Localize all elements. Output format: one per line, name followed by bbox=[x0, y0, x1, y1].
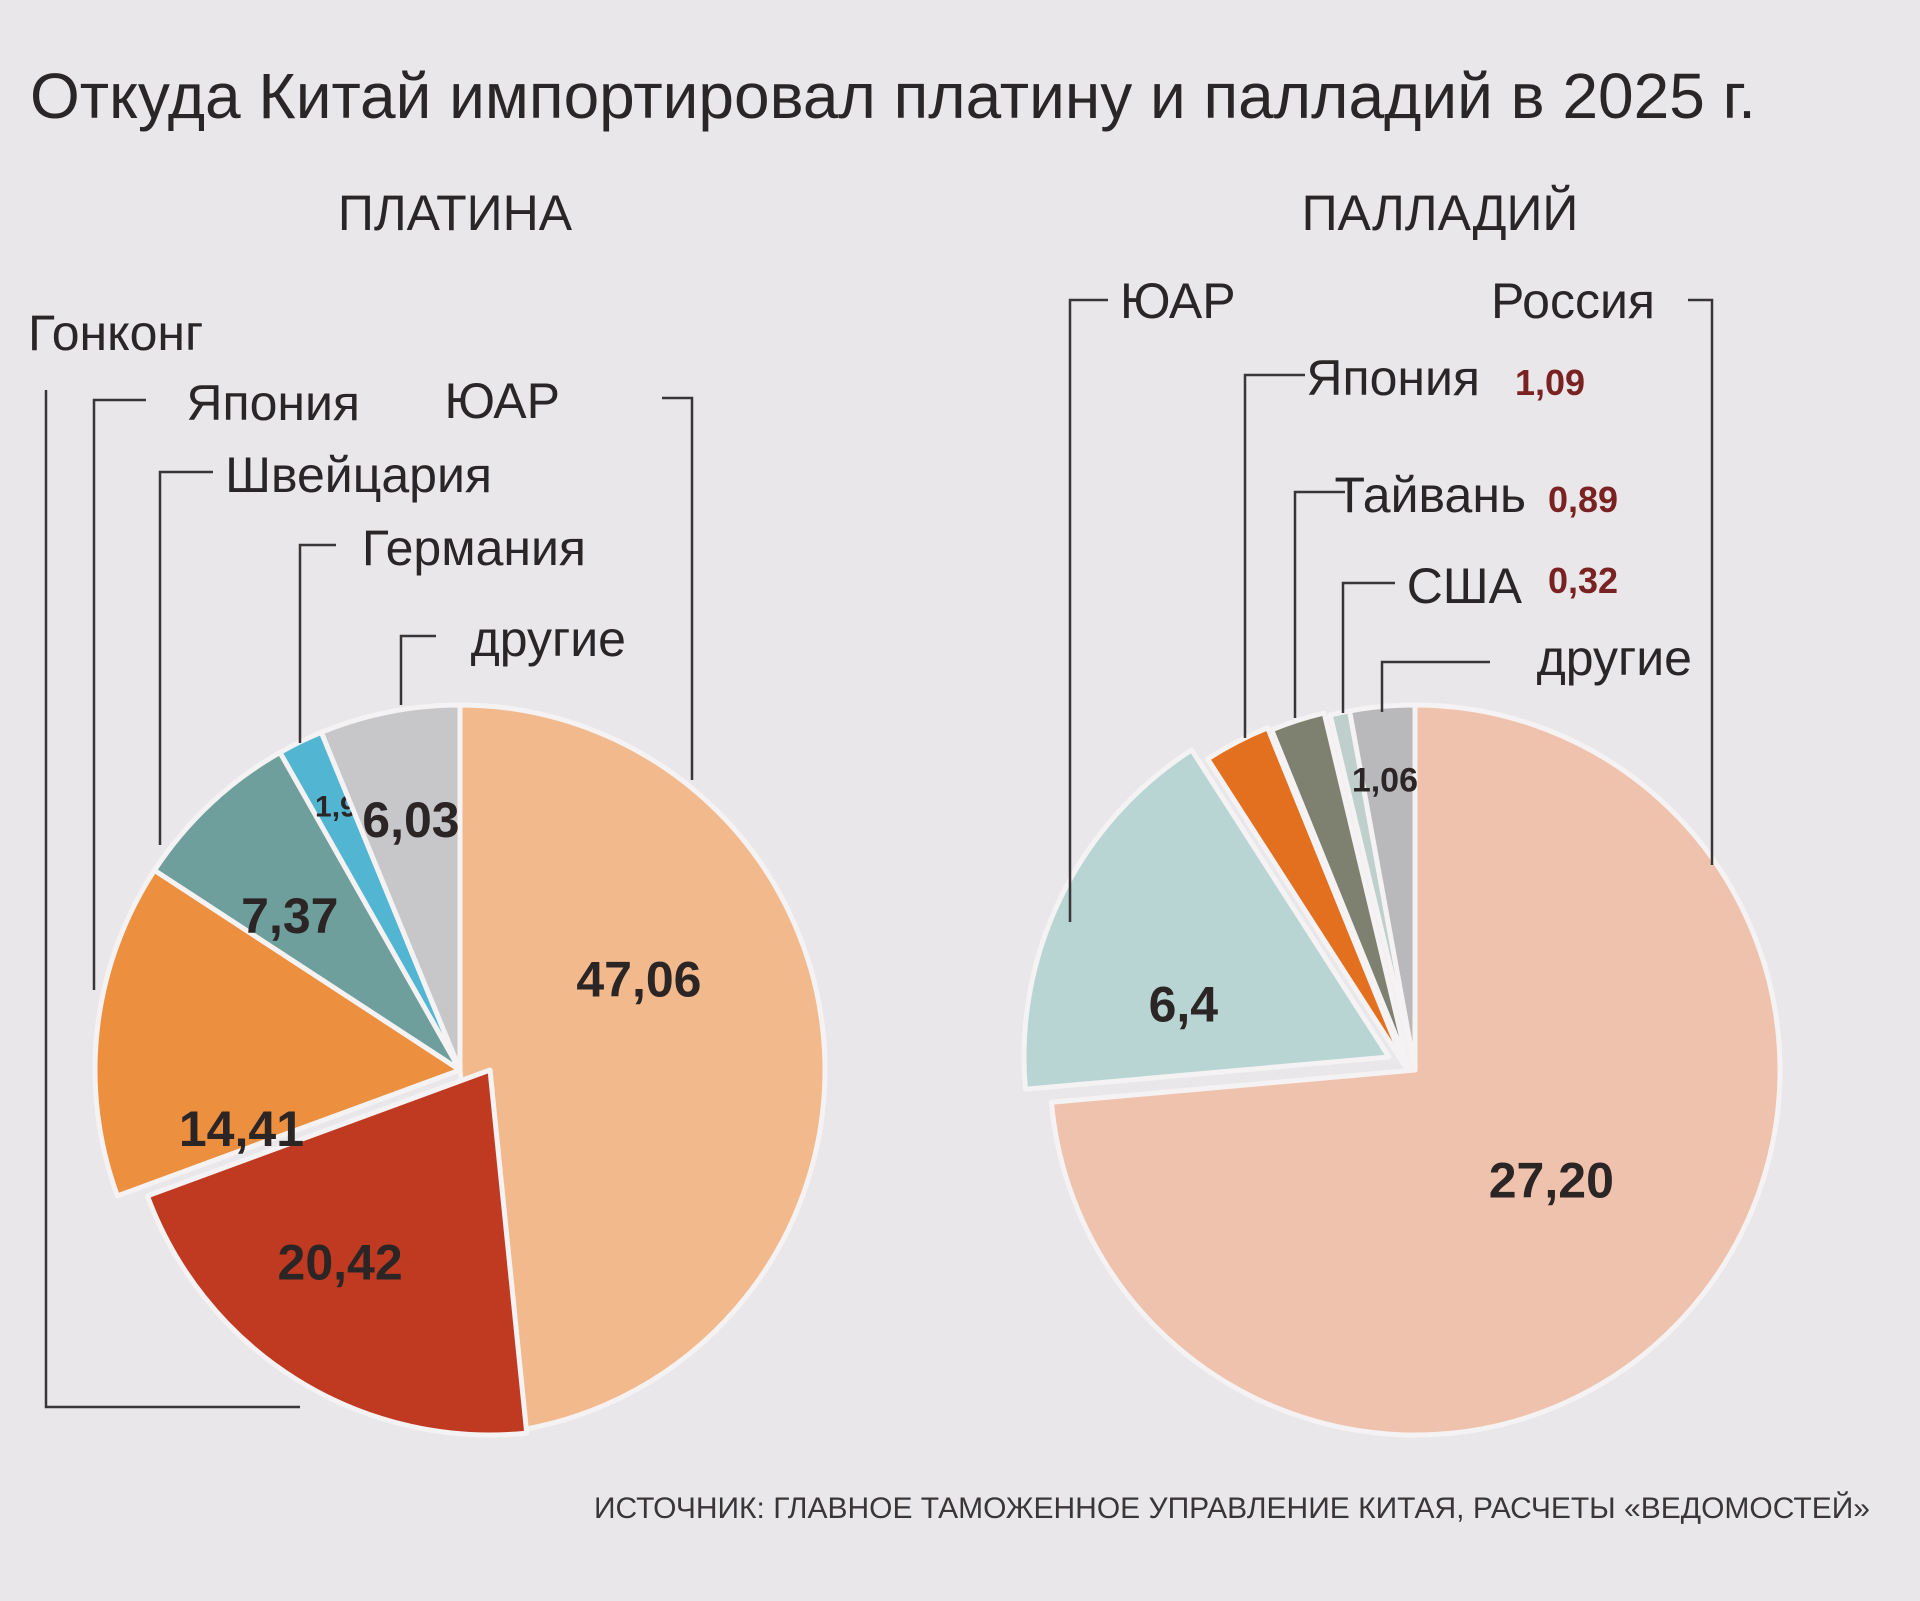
palladium-leader-line-3 bbox=[1293, 490, 1345, 718]
platinum-category-label-5: другие bbox=[471, 611, 626, 667]
platinum-value-label-5: 6,03 bbox=[362, 792, 459, 848]
palladium-category-label-0: Россия bbox=[1491, 273, 1655, 329]
source-note: ИСТОЧНИК: ГЛАВНОЕ ТАМОЖЕННОЕ УПРАВЛЕНИЕ … bbox=[594, 1491, 1870, 1525]
palladium-category-label-4: США bbox=[1407, 558, 1523, 614]
platinum-slice-5 bbox=[318, 702, 463, 1073]
palladium-category-label-3: Тайвань bbox=[1334, 467, 1526, 523]
palladium-leader-line-0 bbox=[1688, 298, 1714, 865]
palladium-title: ПАЛЛАДИЙ bbox=[1302, 184, 1579, 241]
platinum-category-label-0: ЮАР bbox=[444, 373, 560, 429]
platinum-slice-1 bbox=[144, 1067, 530, 1438]
platinum-title: ПЛАТИНА bbox=[338, 185, 573, 241]
palladium-outside-value-3: 0,89 bbox=[1548, 479, 1618, 520]
platinum-category-label-3: Швейцария bbox=[225, 447, 492, 503]
palladium-category-label-1: ЮАР bbox=[1120, 273, 1236, 329]
platinum-leader-line-4 bbox=[298, 543, 336, 743]
palladium-slice-1 bbox=[1021, 747, 1392, 1092]
platinum-leader-line-2 bbox=[92, 398, 146, 990]
platinum-category-label-1: Гонконг bbox=[28, 305, 203, 361]
platinum-slice-3 bbox=[151, 749, 463, 1073]
palladium-leader-line-4 bbox=[1341, 581, 1395, 713]
palladium-outside-value-4: 0,32 bbox=[1548, 560, 1618, 601]
platinum-category-label-2: Япония bbox=[186, 375, 360, 431]
palladium-leader-line-2 bbox=[1243, 373, 1305, 738]
palladium-slice-2 bbox=[1205, 725, 1408, 1069]
platinum-leader-line-0 bbox=[662, 396, 694, 780]
palladium-leader-line-5 bbox=[1380, 660, 1490, 712]
platinum-leader-line-1 bbox=[44, 390, 300, 1409]
main-title: Откуда Китай импортировал платину и палл… bbox=[30, 60, 1756, 132]
palladium-value-label-5: 1,06 bbox=[1352, 761, 1418, 799]
platinum-slice-0 bbox=[457, 702, 828, 1436]
platinum-slice-2 bbox=[92, 867, 463, 1199]
platinum-leader-line-3 bbox=[158, 470, 213, 845]
palladium-category-label-2: Япония bbox=[1306, 350, 1480, 406]
platinum-value-label-3: 7,37 bbox=[241, 888, 338, 944]
platinum-value-label-2: 14,41 bbox=[179, 1101, 304, 1157]
platinum-category-label-4: Германия bbox=[362, 520, 586, 576]
platinum-value-label-1: 20,42 bbox=[278, 1234, 403, 1290]
palladium-leader-line-1 bbox=[1068, 298, 1108, 922]
platinum-leader-line-5 bbox=[399, 634, 436, 705]
palladium-slice-3 bbox=[1269, 710, 1412, 1071]
palladium-value-label-1: 6,4 bbox=[1149, 976, 1219, 1032]
palladium-category-label-5: другие bbox=[1537, 630, 1692, 686]
palladium-value-label-0: 27,20 bbox=[1489, 1153, 1614, 1209]
platinum-value-label-0: 47,06 bbox=[576, 951, 701, 1007]
palladium-outside-value-2: 1,09 bbox=[1515, 362, 1585, 403]
